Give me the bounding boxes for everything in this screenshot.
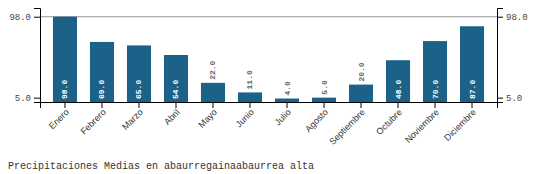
x-tick-label: Abril	[162, 107, 182, 127]
x-tick: Noviembre	[403, 102, 441, 145]
x-tick-mark	[175, 102, 176, 108]
chart-title: Precipitaciones Medias en abaurregainaab…	[8, 161, 314, 172]
y-tick-label: 98.0	[506, 13, 528, 23]
x-tick-mark	[212, 102, 213, 108]
x-tick-mark	[64, 102, 65, 108]
data-label: 54.0	[171, 80, 180, 99]
y-tick-mark	[497, 17, 503, 18]
bar	[164, 55, 188, 102]
bar	[386, 60, 410, 102]
x-tick-label: Junio	[234, 107, 256, 129]
y-axis-line	[34, 9, 41, 103]
data-label: 70.0	[431, 80, 440, 99]
data-label: 11.0	[245, 70, 254, 89]
x-tick-label: Mayo	[196, 107, 219, 130]
y-tick-mark	[497, 98, 503, 99]
y-tick: 5.0	[497, 94, 522, 104]
y-axis-line	[498, 9, 504, 103]
data-label: 4.0	[283, 81, 292, 96]
x-tick: Diciembre	[442, 102, 478, 143]
x-tick-label: Enero	[47, 107, 71, 131]
y-tick-mark	[34, 17, 40, 18]
data-label: 65.0	[134, 80, 143, 99]
x-tick: Julio	[273, 102, 293, 127]
plot-area	[40, 17, 497, 102]
y-tick-mark	[34, 98, 40, 99]
bar	[312, 98, 336, 102]
y-tick-label: 5.0	[15, 94, 31, 104]
y-axis-right: 5.0 98.0	[497, 9, 528, 105]
data-label: 5.0	[320, 80, 329, 95]
bar	[423, 41, 447, 102]
reference-line	[40, 16, 497, 17]
x-tick-label: Agosto	[303, 107, 330, 134]
x-tick: Junio	[234, 102, 256, 129]
data-labels: 98.0 69.0 65.0 54.0 22.0 11.0 4.0 5.0 20.0 48.0 70…	[60, 60, 476, 99]
x-tick: Marzo	[120, 102, 145, 132]
x-tick-label: Octubre	[374, 107, 404, 137]
x-tick-mark	[398, 102, 399, 108]
x-tick: Febrero	[78, 102, 107, 137]
bar	[460, 26, 484, 102]
data-label: 69.0	[97, 80, 106, 99]
x-tick: Abril	[162, 102, 182, 127]
x-tick: Mayo	[196, 102, 219, 130]
y-tick: 98.0	[497, 13, 528, 23]
bar	[127, 45, 151, 102]
x-tick: Enero	[47, 102, 71, 131]
x-tick-label: Marzo	[120, 107, 145, 132]
x-tick-label: Julio	[273, 107, 293, 127]
data-label: 22.0	[208, 60, 217, 79]
data-label: 20.0	[357, 62, 366, 81]
x-tick-mark	[472, 102, 473, 108]
bar	[275, 99, 299, 102]
y-axis-left: 5.0 98.0	[9, 9, 40, 105]
x-tick-label: Diciembre	[442, 107, 478, 143]
x-tick-mark	[324, 102, 325, 108]
x-axis-line	[41, 103, 498, 109]
bar	[349, 85, 373, 102]
chart: Enero Febrero Marzo Abril Mayo Junio Julio Agos…	[0, 0, 537, 174]
x-tick-label: Noviembre	[403, 107, 441, 145]
x-tick-label: Septiembre	[327, 107, 367, 147]
bar	[90, 42, 114, 102]
x-tick: Septiembre	[327, 102, 367, 147]
x-tick-mark	[287, 102, 288, 108]
data-label: 87.0	[468, 80, 477, 99]
x-tick-label: Febrero	[78, 107, 107, 136]
bar	[238, 92, 262, 102]
x-tick: Octubre	[374, 102, 404, 137]
bar	[201, 83, 225, 102]
y-tick-label: 5.0	[506, 94, 522, 104]
data-label: 98.0	[60, 80, 69, 99]
x-tick-mark	[435, 102, 436, 108]
data-label: 48.0	[394, 80, 403, 99]
bar	[53, 17, 77, 102]
x-tick-mark	[138, 102, 139, 108]
y-tick: 5.0	[15, 94, 40, 104]
y-tick-label: 98.0	[9, 13, 31, 23]
y-tick: 98.0	[9, 13, 40, 23]
x-tick-mark	[101, 102, 102, 108]
x-tick: Agosto	[303, 102, 330, 134]
x-tick-mark	[361, 102, 362, 108]
x-axis: Enero Febrero Marzo Abril Mayo Junio Julio Agos…	[41, 102, 498, 147]
x-tick-mark	[249, 102, 250, 108]
